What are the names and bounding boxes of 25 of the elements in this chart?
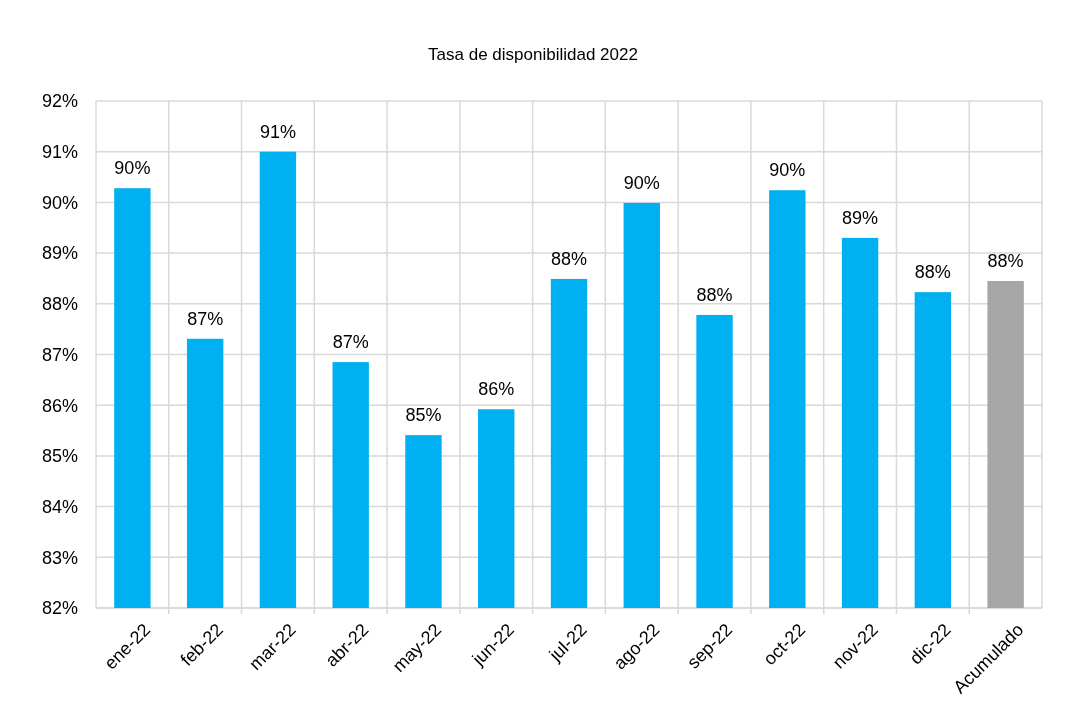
data-label: 90% — [623, 172, 660, 193]
y-tick-label: 82% — [41, 598, 78, 619]
data-label: 88% — [914, 262, 951, 283]
y-tick-label: 92% — [41, 91, 78, 112]
y-tick-label: 89% — [41, 243, 78, 264]
data-label: 88% — [696, 284, 733, 305]
y-tick-label: 84% — [41, 496, 78, 517]
data-label: 87% — [187, 308, 224, 329]
y-tick-label: 91% — [41, 142, 78, 162]
chart-title: Tasa de disponibilidad 2022 — [428, 45, 638, 64]
data-label: 89% — [842, 207, 879, 228]
y-tick-label: 90% — [41, 192, 78, 213]
data-label: 88% — [550, 248, 588, 269]
y-tick-label: 86% — [41, 395, 78, 416]
y-tick-label: 85% — [41, 446, 78, 467]
data-label: 85% — [405, 405, 442, 426]
y-tick-label: 83% — [41, 547, 78, 568]
data-label: 90% — [769, 160, 806, 181]
data-label: 87% — [332, 332, 369, 353]
data-label: 91% — [259, 121, 296, 142]
data-label: 88% — [987, 250, 1024, 271]
y-tick-label: 87% — [41, 344, 78, 365]
y-tick-label: 88% — [41, 294, 78, 315]
data-label: 90% — [114, 158, 151, 179]
data-label: 86% — [478, 379, 515, 400]
